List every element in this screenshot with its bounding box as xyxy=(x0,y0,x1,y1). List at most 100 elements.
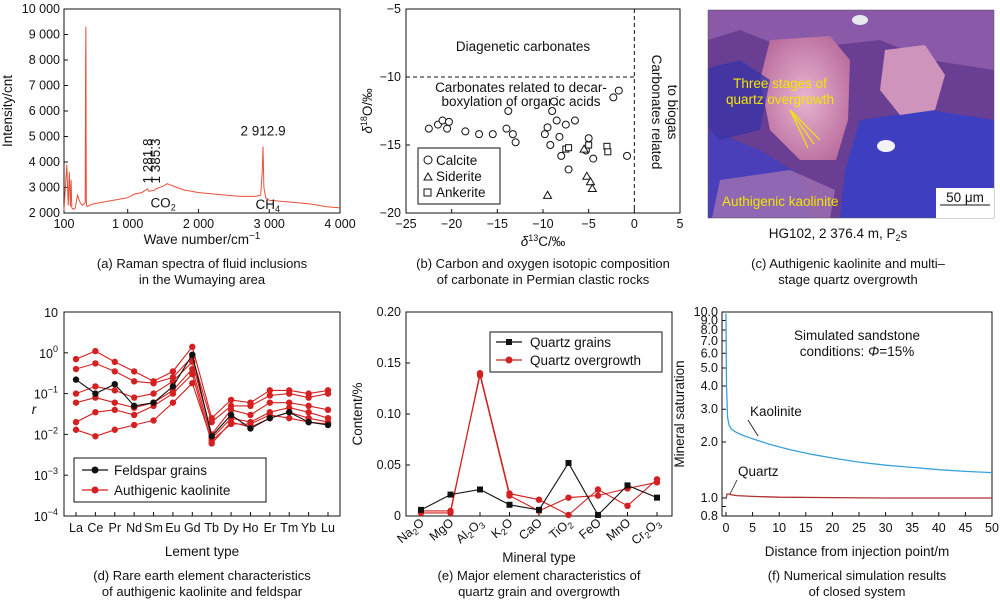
panel-a-ytick-label: 5 000 xyxy=(29,130,60,144)
quartz-grains-point xyxy=(654,494,660,501)
panel-f-xtick-label: 35 xyxy=(905,521,919,535)
legend-quartz-grains-label: Quartz grains xyxy=(530,335,611,350)
kaolinite-point xyxy=(72,390,80,397)
panel-f-ytick-label: 8.0 xyxy=(701,323,718,337)
panel-a-ticks: 100 1 000 2 000 3 000 4 000 2 000 3 000 4 000 5 … xyxy=(22,2,356,231)
panel-f-xtick-label: 30 xyxy=(879,521,893,535)
panel-a-xtick-label: 3 000 xyxy=(254,217,285,231)
calcite-point xyxy=(504,107,513,115)
quartz-overgrowth-point xyxy=(476,372,484,379)
legend-calcite-label: Calcite xyxy=(436,153,477,168)
legend-siderite-label: Siderite xyxy=(436,169,482,184)
panel-e-caption-line1: (e) Major element characteristics of xyxy=(437,568,640,583)
panel-d-xtick-label: Pr xyxy=(109,521,122,535)
feldspar-point xyxy=(111,380,118,388)
panel-d-ytick-label: 10−4 xyxy=(34,507,58,524)
scale-bar-label: 50 μm xyxy=(946,190,984,205)
legend-kaolinite-label: Authigenic kaolinite xyxy=(114,483,230,498)
panel-a-xlabel: Wave number/cm−1 xyxy=(144,231,261,247)
kaolinite-point xyxy=(72,365,80,373)
scale-bar-box xyxy=(936,188,994,218)
calcite-point xyxy=(546,141,555,149)
panel-d-series xyxy=(72,343,332,447)
panel-e-caption-line2: quartz grain and overgrowth xyxy=(458,584,620,599)
calcite-point xyxy=(623,151,632,160)
panel-d-legend: Feldspar grains Authigenic kaolinite xyxy=(73,457,267,503)
panel-d-xtick-label: La xyxy=(69,521,83,535)
kaolinite-point xyxy=(227,420,235,428)
panel-d-frame xyxy=(63,311,341,517)
panel-a-caption-line2: in the Wumaying area xyxy=(139,272,266,287)
panel-f-annotation-line2: conditions: Φ=15% xyxy=(800,344,915,359)
panel-b-points xyxy=(424,86,632,199)
kaolinite-point xyxy=(286,414,293,422)
photo-label-three-stages-line1: Three stages of xyxy=(733,76,827,91)
feldspar-point xyxy=(266,414,274,422)
panel-d-caption-line1: (d) Rare earth element characteristics xyxy=(93,568,311,583)
kaolinite-point xyxy=(208,418,215,426)
kaolinite-point xyxy=(169,390,177,397)
kaolinite-point xyxy=(72,426,80,433)
kaolinite-point xyxy=(130,411,138,419)
panel-b-region-biogas-line2: to biogas xyxy=(665,85,680,140)
feldspar-point xyxy=(150,399,157,406)
panel-d-xtick-label: Lu xyxy=(321,521,335,535)
quartz-overgrowth-point xyxy=(565,511,572,519)
photo-quartz-grain xyxy=(760,36,850,160)
panel-e-ylabel: Content/% xyxy=(350,382,365,445)
legend-siderite-marker xyxy=(423,171,433,181)
feldspar-point xyxy=(324,421,332,429)
panel-f-ytick-label: 4.0 xyxy=(701,379,718,393)
panel-b-region-decarb-line1: Carbonates related to decar- xyxy=(435,80,607,95)
panel-e-legend-box xyxy=(489,331,663,373)
calcite-point xyxy=(540,130,549,139)
legend-feldspar-marker xyxy=(91,466,99,474)
panel-b-xtick-label: −10 xyxy=(532,217,553,231)
kaolinite-point xyxy=(111,406,118,414)
feldspar-point xyxy=(92,390,99,397)
calcite-point xyxy=(424,124,433,133)
kaolinite-point xyxy=(305,409,312,416)
panel-a-ytick-label: 9 000 xyxy=(29,28,60,42)
panel-f-xtick-label: 5 xyxy=(749,521,756,535)
kaolinite-point xyxy=(150,390,157,397)
panel-f-quartz-leader xyxy=(729,479,738,495)
kaolinite-line xyxy=(75,367,329,440)
photo-label-kaolinite: Authigenic kaolinite xyxy=(722,194,838,209)
panel-b-caption-line2: of carbonate in Permian clastic rocks xyxy=(437,272,650,287)
panel-f-ytick-label: 6.0 xyxy=(701,346,718,360)
panel-e-xtick-label: MnO xyxy=(604,515,634,543)
kaolinite-point xyxy=(92,360,99,367)
feldspar-point xyxy=(72,376,80,383)
panel-f-xtick-label: 25 xyxy=(852,521,866,535)
panel-a-ylabel: Intensity/cnt xyxy=(0,75,15,147)
panel-b-xtick-label: −20 xyxy=(441,217,462,231)
calcite-point xyxy=(555,132,564,141)
panel-f-ytick-label: 7.0 xyxy=(701,334,718,348)
ankerite-point xyxy=(604,148,612,156)
kaolinite-point xyxy=(150,417,157,424)
panel-e-ytick-label: 0 xyxy=(394,509,401,523)
legend-quartz-grains-marker xyxy=(506,339,512,345)
panel-d-xtick-label: Dy xyxy=(223,521,239,535)
siderite-point xyxy=(579,144,589,153)
photomicrograph xyxy=(708,10,994,218)
feldspar-point xyxy=(286,409,293,416)
calcite-point xyxy=(488,130,497,139)
panel-f-kaolinite-curve xyxy=(725,313,993,474)
kaolinite-point xyxy=(169,399,177,406)
kaolinite-point xyxy=(169,368,177,375)
panel-f-ytick-label: 5.0 xyxy=(701,361,718,375)
kaolinite-point xyxy=(227,406,235,414)
panel-f-frame xyxy=(721,311,993,517)
panel-d-xtick-label: Gd xyxy=(184,521,201,535)
panel-a-xtick-label: 100 xyxy=(54,217,75,231)
ankerite-point xyxy=(585,141,593,149)
panel-d-ytick-label: 100 xyxy=(39,344,58,361)
kaolinite-point xyxy=(130,394,138,401)
calcite-point xyxy=(475,130,484,139)
panel-d-xtick-label: Nd xyxy=(126,521,142,535)
panel-d-xlabel: Lement type xyxy=(165,544,239,559)
calcite-point xyxy=(543,123,552,132)
panel-f-xtick-label: 40 xyxy=(932,521,946,535)
